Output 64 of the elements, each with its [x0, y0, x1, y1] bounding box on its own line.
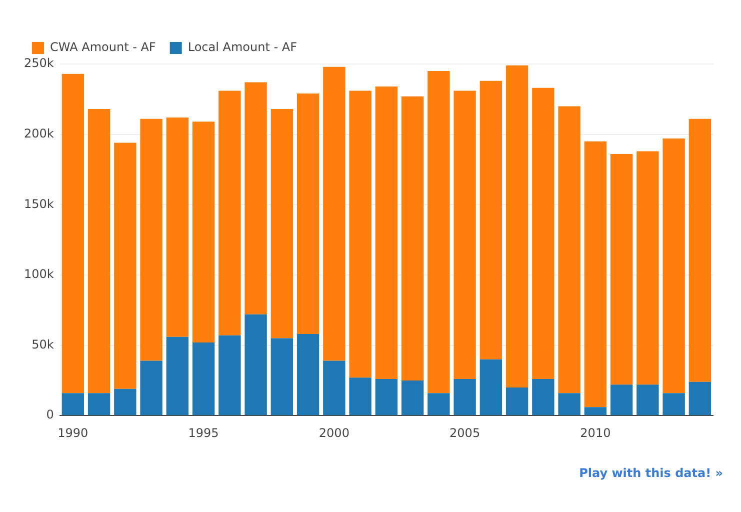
bar	[480, 80, 502, 360]
bar	[323, 66, 346, 361]
bar	[454, 379, 476, 416]
bar	[88, 109, 110, 394]
y-tick-label: 100k	[24, 267, 54, 282]
y-tick-label: 250k	[24, 56, 54, 70]
bar	[558, 393, 580, 416]
y-tick-label: 0	[46, 408, 54, 422]
bar	[662, 393, 685, 416]
bar	[375, 86, 398, 380]
bar	[610, 154, 633, 385]
bar	[349, 90, 372, 378]
bar	[296, 94, 320, 334]
bar	[375, 379, 398, 416]
bar	[62, 393, 84, 416]
bar	[480, 359, 502, 416]
bar	[558, 106, 580, 394]
bar	[296, 334, 320, 416]
bar	[636, 151, 659, 385]
bar	[636, 384, 659, 416]
bar	[532, 379, 554, 416]
bar	[140, 118, 162, 361]
legend-label: Local Amount - AF	[188, 40, 298, 54]
bar	[688, 382, 712, 416]
bar	[218, 335, 241, 416]
y-tick-label: 50k	[32, 337, 54, 352]
bar	[166, 336, 189, 416]
bar	[532, 88, 554, 380]
bar	[506, 65, 528, 388]
bar	[454, 90, 476, 380]
text: Play with this data! »	[579, 466, 723, 480]
bar	[244, 82, 267, 314]
bar	[140, 360, 162, 416]
bar	[270, 338, 294, 416]
legend-label: CWA Amount - AF	[50, 40, 156, 54]
bar	[610, 384, 633, 416]
bar	[584, 407, 607, 416]
x-tick-label: 2005	[450, 426, 480, 440]
y-tick-label: 150k	[24, 196, 54, 211]
bar	[88, 393, 110, 416]
x-tick-label: 2010	[580, 426, 611, 440]
bar	[401, 96, 424, 380]
bar	[192, 342, 215, 416]
bar	[584, 141, 607, 408]
x-tick-label: 1990	[58, 426, 88, 440]
bar	[166, 117, 189, 337]
bar	[428, 393, 450, 416]
x-tick-label: 1995	[188, 426, 219, 440]
bar	[114, 142, 136, 389]
bar	[428, 71, 450, 394]
bar	[192, 122, 215, 342]
bar	[218, 90, 241, 336]
y-tick-label: 200k	[24, 126, 54, 140]
bar	[349, 378, 372, 416]
bar	[62, 74, 84, 394]
bar	[270, 109, 294, 338]
bar	[323, 360, 346, 416]
bar	[506, 387, 528, 416]
bar	[401, 380, 424, 416]
bar	[688, 118, 712, 382]
bar	[662, 138, 685, 394]
x-tick-label: 2000	[318, 426, 350, 440]
bar	[114, 388, 136, 416]
bar	[244, 314, 267, 416]
